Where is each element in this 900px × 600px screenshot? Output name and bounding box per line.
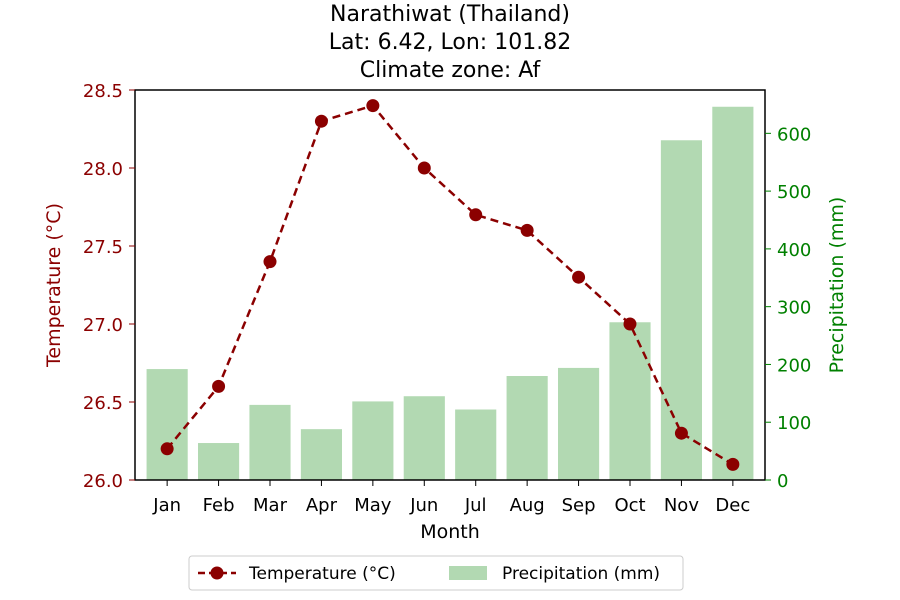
- x-tick-label: Sep: [562, 495, 596, 516]
- left-y-tick-label: 27.5: [83, 237, 123, 258]
- precipitation-bars: [146, 106, 754, 480]
- right-y-tick-label: 600: [777, 124, 811, 145]
- plot-frame: [134, 89, 766, 481]
- right-y-tick-label: 0: [777, 471, 788, 492]
- precipitation-bar-apr: [300, 429, 342, 480]
- x-tick-label: Jan: [152, 495, 181, 516]
- left-y-tick-label: 28.5: [83, 81, 123, 102]
- chart-title-line-1: Narathiwat (Thailand): [330, 2, 570, 27]
- legend-precipitation-swatch-icon: [449, 566, 487, 580]
- temperature-point-sep: [572, 270, 586, 284]
- right-y-tick-label: 100: [777, 413, 811, 434]
- temperature-point-may: [366, 99, 380, 113]
- precipitation-bar-oct: [609, 322, 651, 480]
- x-tick-label: Apr: [306, 495, 338, 516]
- precipitation-bar-sep: [558, 367, 600, 480]
- temperature-point-apr: [314, 114, 328, 128]
- right-y-axis: 0 100 200 300 400 500 600: [765, 124, 811, 492]
- x-tick-label: May: [354, 495, 392, 516]
- temperature-point-feb: [212, 379, 226, 393]
- legend-precipitation-label: Precipitation (mm): [502, 564, 660, 584]
- legend-temperature-marker-icon: [210, 566, 224, 580]
- precipitation-bar-mar: [249, 404, 291, 480]
- right-y-tick-label: 200: [777, 355, 811, 376]
- precipitation-bar-jun: [403, 396, 445, 480]
- left-y-tick-label: 27.0: [83, 315, 123, 336]
- temperature-point-dec: [726, 457, 740, 471]
- x-tick-label: Feb: [203, 495, 235, 516]
- x-tick-label: Jun: [409, 495, 438, 516]
- left-y-tick-label: 26.5: [83, 393, 123, 414]
- precipitation-bar-may: [352, 401, 394, 480]
- legend-temperature-label: Temperature (°C): [248, 564, 396, 584]
- chart-title-line-3: Climate zone: Af: [360, 58, 542, 83]
- precipitation-bar-nov: [660, 140, 702, 480]
- temperature-point-jul: [469, 208, 483, 222]
- precipitation-bar-jul: [455, 409, 497, 480]
- temperature-point-mar: [263, 255, 277, 269]
- x-axis: Jan Feb Mar Apr May Jun Jul Aug Sep Oct Nov Dec: [152, 480, 750, 516]
- legend-frame: [188, 555, 684, 591]
- temperature-point-aug: [520, 223, 534, 237]
- chart-title-line-2: Lat: 6.42, Lon: 101.82: [329, 30, 571, 55]
- temperature-point-jan: [160, 442, 174, 456]
- x-axis-label: Month: [420, 521, 480, 543]
- x-tick-label: Nov: [664, 495, 699, 516]
- temperature-series-line: [166, 104, 734, 466]
- precipitation-bar-dec: [712, 106, 754, 480]
- temperature-point-nov: [674, 426, 688, 440]
- x-tick-label: Mar: [253, 495, 288, 516]
- x-tick-label: Aug: [510, 495, 545, 516]
- temperature-point-jun: [417, 161, 431, 175]
- left-y-tick-label: 28.0: [83, 159, 123, 180]
- right-y-axis-label: Precipitation (mm): [826, 197, 848, 374]
- right-y-tick-label: 500: [777, 182, 811, 203]
- precipitation-bar-aug: [506, 376, 548, 480]
- precipitation-bar-jan: [146, 369, 188, 480]
- temperature-point-oct: [623, 317, 637, 331]
- temperature-line: [160, 99, 740, 471]
- x-tick-label: Jul: [464, 495, 487, 516]
- left-y-tick-label: 26.0: [83, 471, 123, 492]
- left-y-axis-label: Temperature (°C): [43, 203, 65, 368]
- legend: Temperature (°C) Precipitation (mm): [188, 555, 684, 591]
- x-tick-label: Oct: [614, 495, 645, 516]
- right-y-tick-label: 400: [777, 240, 811, 261]
- precipitation-bar-feb: [198, 443, 240, 480]
- right-y-tick-label: 300: [777, 298, 811, 319]
- x-tick-label: Dec: [715, 495, 750, 516]
- left-y-axis: 26.0 26.5 27.0 27.5 28.0 28.5: [83, 81, 135, 492]
